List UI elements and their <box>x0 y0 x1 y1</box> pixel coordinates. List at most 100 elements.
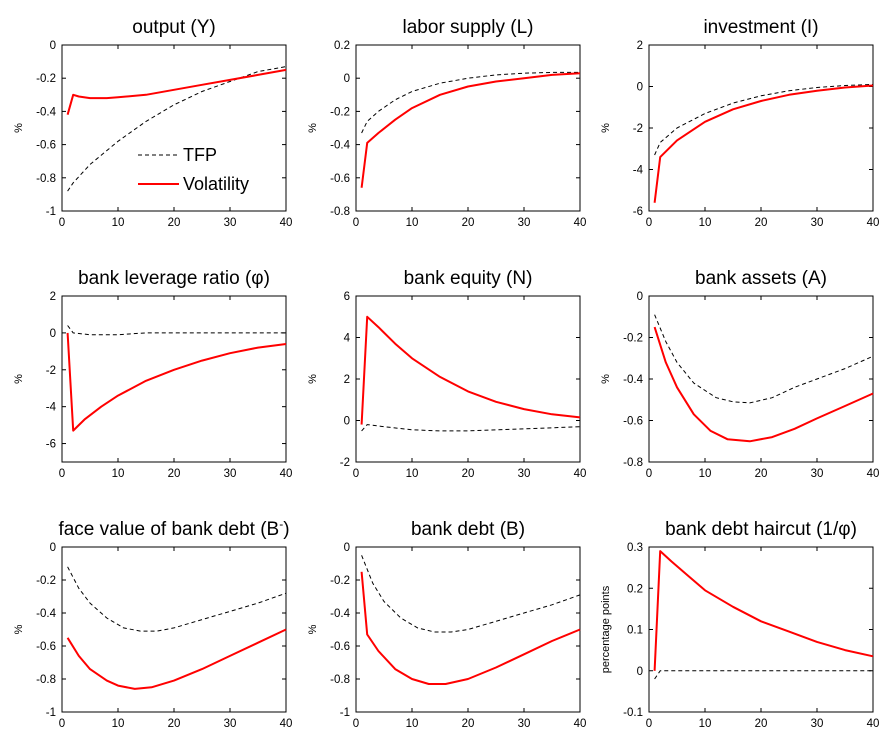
x-tick-label: 10 <box>406 217 419 229</box>
x-tick-label: 20 <box>462 468 475 480</box>
y-tick-label: 0 <box>344 542 350 554</box>
series-line-volatility <box>653 84 874 203</box>
y-tick-label: 2 <box>50 291 56 303</box>
panel-title-text: labor supply (L) <box>403 17 534 38</box>
y-tick-label: -0.8 <box>36 173 56 185</box>
y-tick-label: -0.1 <box>623 707 643 719</box>
x-tick-label: 40 <box>280 468 293 480</box>
x-tick-label: 0 <box>59 468 65 480</box>
panel-title-text: bank assets (A) <box>695 268 827 289</box>
series-line-tfp <box>67 66 287 192</box>
x-tick-label: 40 <box>574 217 587 229</box>
panel-output: 0 10 20 30 40 -1 -0.8 -0.6 -0.4 -0.2 0 output (Y)% T… <box>13 17 292 229</box>
x-tick-label: 0 <box>646 217 652 229</box>
y-tick-label: -0.2 <box>330 575 350 587</box>
y-tick-label: -4 <box>46 402 57 414</box>
y-axis-label: % <box>307 123 319 133</box>
y-axis-label: % <box>307 624 319 634</box>
y-axis-label: % <box>600 374 612 384</box>
plot-box <box>61 44 287 212</box>
series-line-tfp <box>654 83 874 156</box>
y-tick-label: -0.6 <box>36 140 56 152</box>
x-tick-label: 30 <box>518 718 531 730</box>
panel-title: bank equity (N) <box>404 268 533 289</box>
x-tick-label: 0 <box>59 217 65 229</box>
panel-title-end: ) <box>283 519 289 540</box>
y-tick-label: 0.1 <box>627 625 643 637</box>
y-tick-label: 0 <box>637 291 643 303</box>
y-tick-label: 0 <box>344 73 350 85</box>
panel-title-text: bank debt haircut (1/φ) <box>665 519 857 540</box>
x-tick-label: 20 <box>168 217 181 229</box>
y-tick-label: -0.6 <box>330 641 350 653</box>
y-tick-label: -0.8 <box>330 674 350 686</box>
y-tick-label: 4 <box>344 333 351 345</box>
panel-bank-debt: 0 10 20 30 40 -1 -0.8 -0.6 -0.4 -0.2 0 bank debt (B… <box>307 519 586 730</box>
x-tick-label: 10 <box>112 468 125 480</box>
panel-title: bank debt haircut (1/φ) <box>665 519 857 540</box>
series-line-volatility <box>653 326 874 443</box>
y-tick-label: -6 <box>633 206 643 218</box>
x-tick-label: 10 <box>406 718 419 730</box>
x-tick-label: 0 <box>59 718 65 730</box>
x-tick-label: 30 <box>811 718 824 730</box>
y-tick-label: 0.2 <box>627 583 643 595</box>
x-tick-label: 30 <box>518 217 531 229</box>
series-line-tfp <box>361 424 581 432</box>
x-tick-label: 0 <box>353 217 359 229</box>
y-tick-label: 2 <box>637 40 643 52</box>
plot-box <box>355 44 581 212</box>
y-tick-label: -0.2 <box>36 575 56 587</box>
y-tick-label: -0.6 <box>623 416 643 428</box>
plot-box <box>648 44 874 212</box>
plot-box <box>648 295 874 463</box>
plot-box <box>355 546 581 713</box>
x-tick-label: 0 <box>646 718 652 730</box>
series-line-volatility <box>360 72 581 188</box>
x-tick-label: 40 <box>867 718 880 730</box>
panel-bank-assets: 0 10 20 30 40 -0.8 -0.6 -0.4 -0.2 0 bank assets (A… <box>600 268 879 480</box>
x-tick-label: 0 <box>353 718 359 730</box>
y-tick-label: 0 <box>50 328 56 340</box>
y-axis-label: % <box>600 123 612 133</box>
x-tick-label: 40 <box>867 217 880 229</box>
series-line-volatility <box>360 315 581 425</box>
series-line-tfp <box>654 670 873 680</box>
panel-bank-leverage: 0 10 20 30 40 -6 -4 -2 0 2 bank leverage ratio (φ)… <box>13 268 292 480</box>
x-tick-label: 0 <box>353 468 359 480</box>
y-tick-label: -2 <box>46 365 56 377</box>
y-tick-label: 0 <box>637 666 643 678</box>
y-tick-label: -0.2 <box>623 333 643 345</box>
series-line-volatility <box>66 332 287 432</box>
x-tick-label: 30 <box>224 718 237 730</box>
x-tick-label: 40 <box>867 468 880 480</box>
y-tick-label: -0.8 <box>36 674 56 686</box>
x-tick-label: 40 <box>280 718 293 730</box>
x-tick-label: 10 <box>699 217 712 229</box>
series-line-tfp <box>361 71 580 134</box>
y-axis-label: % <box>13 624 25 634</box>
panel-title: labor supply (L) <box>403 17 534 38</box>
y-tick-label: 0.3 <box>627 542 643 554</box>
y-tick-label: -0.4 <box>623 374 643 386</box>
x-tick-label: 40 <box>280 217 293 229</box>
x-tick-label: 20 <box>168 468 181 480</box>
x-tick-label: 20 <box>755 718 768 730</box>
y-tick-label: 0 <box>50 542 56 554</box>
plot-box <box>61 295 287 463</box>
x-tick-label: 30 <box>224 217 237 229</box>
x-tick-label: 10 <box>699 718 712 730</box>
y-tick-label: -2 <box>633 123 643 135</box>
y-tick-label: 6 <box>344 291 350 303</box>
y-tick-label: -1 <box>340 707 350 719</box>
series-line-tfp <box>67 566 287 632</box>
y-tick-label: -2 <box>340 457 350 469</box>
panel-title-superscript: - <box>279 517 283 531</box>
y-axis-label: % <box>307 374 319 384</box>
x-tick-label: 10 <box>699 468 712 480</box>
x-tick-label: 10 <box>112 718 125 730</box>
legend: TFP Volatility <box>138 145 249 194</box>
